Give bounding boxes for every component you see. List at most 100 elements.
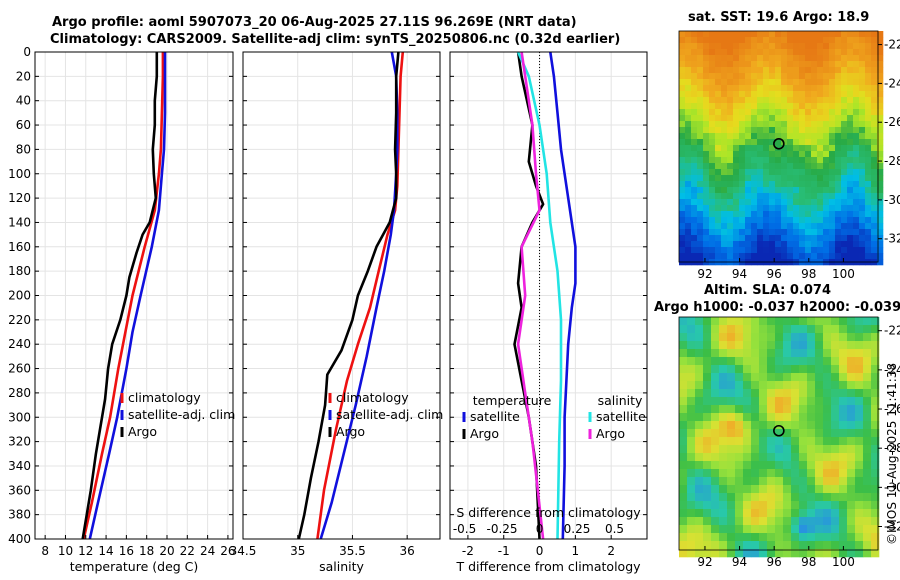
map-cell: [679, 181, 686, 188]
map-cell: [757, 187, 764, 194]
map-cell: [679, 127, 686, 134]
map-cell: [823, 37, 830, 44]
map-cell: [799, 533, 808, 542]
map-cell: [865, 241, 872, 248]
map-cell: [721, 133, 728, 140]
map-cell: [855, 485, 864, 494]
map-cell: [739, 85, 746, 92]
map-cell: [847, 211, 854, 218]
map-cell: [847, 533, 856, 542]
map-cell: [783, 477, 792, 486]
map-cell: [691, 223, 698, 230]
map-cell: [839, 517, 848, 526]
map-cell: [685, 85, 692, 92]
map-cell: [751, 405, 760, 414]
map-cell: [829, 253, 836, 260]
map-cell: [721, 103, 728, 110]
map-cell: [853, 145, 860, 152]
map-cell: [775, 223, 782, 230]
map-cell: [823, 103, 830, 110]
map-cell: [769, 85, 776, 92]
map-cell: [823, 73, 830, 80]
map-cell: [859, 139, 866, 146]
map-cell: [757, 103, 764, 110]
map-cell: [703, 357, 712, 366]
map-cell: [799, 241, 806, 248]
map-cell: [751, 247, 758, 254]
map-cell: [775, 169, 782, 176]
series-line-difference-3: [516, 51, 545, 540]
map-cell: [751, 55, 758, 62]
map-cell: [877, 31, 884, 38]
depth-tick-label: 0: [23, 45, 31, 59]
map-cell: [783, 509, 792, 518]
map-cell: [865, 133, 872, 140]
map-cell: [787, 223, 794, 230]
map-cell: [871, 181, 878, 188]
map-cell: [769, 151, 776, 158]
depth-tick-label: 380: [8, 508, 31, 522]
map-cell: [691, 67, 698, 74]
map-cell: [715, 223, 722, 230]
map-cell: [769, 109, 776, 116]
map-cell: [727, 151, 734, 158]
map-cell: [733, 229, 740, 236]
map-cell: [775, 133, 782, 140]
map-cell: [811, 67, 818, 74]
map-cell: [727, 31, 734, 38]
map-cell: [847, 79, 854, 86]
map-cell: [733, 205, 740, 212]
map-cell: [735, 413, 744, 422]
map-cell: [823, 397, 832, 406]
map-cell: [823, 413, 832, 422]
map-cell: [871, 501, 880, 510]
map-cell: [805, 187, 812, 194]
map-cell: [691, 97, 698, 104]
map-cell: [703, 109, 710, 116]
depth-tick-label: 200: [8, 289, 31, 303]
map-cell: [793, 229, 800, 236]
map-cell: [715, 55, 722, 62]
map-cell: [847, 181, 854, 188]
map-cell: [687, 533, 696, 542]
map-cell: [679, 333, 688, 342]
map-cell: [775, 389, 784, 398]
map-cell: [733, 157, 740, 164]
map-cell: [687, 405, 696, 414]
map-cell: [855, 349, 864, 358]
map-cell: [709, 121, 716, 128]
map-cell: [823, 533, 832, 542]
map-cell: [839, 421, 848, 430]
map-lat-tick-label: -26: [884, 402, 900, 416]
map-cell: [835, 109, 842, 116]
map-cell: [733, 199, 740, 206]
map-cell: [775, 357, 784, 366]
map-cell: [775, 97, 782, 104]
map-cell: [865, 157, 872, 164]
map-cell: [685, 73, 692, 80]
map-cell: [815, 349, 824, 358]
map-cell: [719, 541, 728, 550]
map-cell: [859, 37, 866, 44]
map-cell: [831, 509, 840, 518]
profile-panel-temperature: 0204060801001201401601802002202402602803…: [8, 45, 235, 574]
map-cell: [863, 437, 872, 446]
map-cell: [679, 241, 686, 248]
map-cell: [697, 139, 704, 146]
map-cell: [865, 97, 872, 104]
map-cell: [769, 61, 776, 68]
map-cell: [727, 549, 736, 558]
map-cell: [805, 163, 812, 170]
map-cell: [751, 235, 758, 242]
map-cell: [831, 421, 840, 430]
map-cell: [703, 163, 710, 170]
map-cell: [727, 405, 736, 414]
map-cell: [769, 37, 776, 44]
map-cell: [841, 43, 848, 50]
map-cell: [781, 109, 788, 116]
map-cell: [679, 533, 688, 542]
map-cell: [859, 223, 866, 230]
map-cell: [815, 549, 824, 558]
map-cell: [743, 517, 752, 526]
map-cell: [799, 223, 806, 230]
